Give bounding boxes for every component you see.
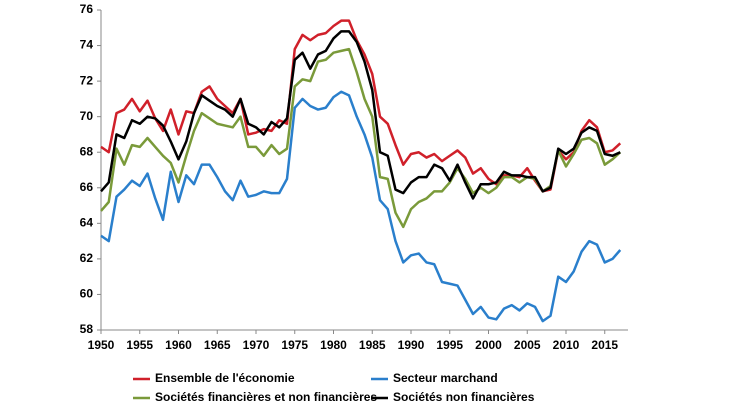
series-line (100, 90, 622, 323)
x-tick-label: 1975 (281, 338, 308, 352)
x-tick-label: 1985 (359, 338, 386, 352)
y-tick-label: 72 (80, 73, 94, 87)
y-tick-label: 70 (80, 109, 94, 123)
y-tick-label: 60 (80, 287, 94, 301)
x-tick-label: 1955 (126, 338, 153, 352)
y-tick-label: 76 (80, 2, 94, 16)
x-tick-label: 1990 (398, 338, 425, 352)
x-tick-label: 2015 (591, 338, 618, 352)
x-tick-label: 2000 (475, 338, 502, 352)
x-tick-label: 1950 (88, 338, 115, 352)
x-tick-label: 1965 (204, 338, 231, 352)
y-tick-label: 74 (80, 38, 94, 52)
x-tick-label: 2010 (553, 338, 580, 352)
legend-label: Secteur marchand (393, 371, 498, 385)
series-line (100, 19, 622, 193)
y-tick-label: 58 (80, 322, 94, 336)
x-tick-label: 1980 (320, 338, 347, 352)
legend-label: Sociétés financières et non financières (155, 390, 377, 404)
y-tick-label: 64 (80, 216, 94, 230)
legend-label: Ensemble de l'économie (155, 371, 295, 385)
y-tick-label: 62 (80, 251, 94, 265)
x-tick-label: 1960 (165, 338, 192, 352)
series-line (100, 47, 622, 229)
series-line (100, 30, 621, 200)
y-tick-label: 68 (80, 144, 94, 158)
x-tick-label: 1995 (436, 338, 463, 352)
x-tick-label: 2005 (514, 338, 541, 352)
x-tick-label: 1970 (243, 338, 270, 352)
legend-label: Sociétés non financières (393, 390, 535, 404)
y-tick-label: 66 (80, 180, 94, 194)
